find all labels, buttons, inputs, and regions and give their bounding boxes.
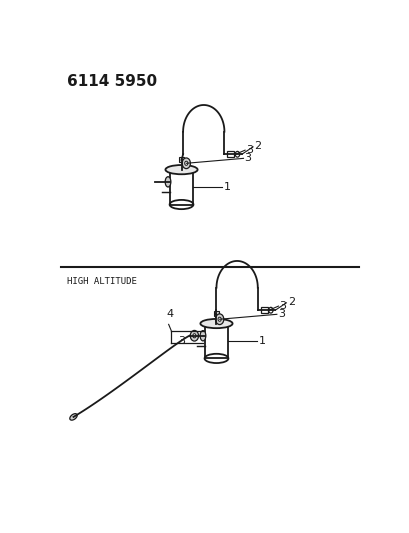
Circle shape [190,330,198,341]
Text: 2: 2 [287,297,294,307]
Text: 3: 3 [244,154,251,163]
Bar [227,151,234,157]
Ellipse shape [200,319,232,328]
Bar [204,324,228,358]
Bar [169,169,193,205]
Bar [178,157,184,162]
Circle shape [215,314,223,325]
Text: 2: 2 [254,141,261,151]
Circle shape [182,158,190,168]
Text: 4: 4 [166,309,173,319]
Ellipse shape [200,330,205,341]
Text: HIGH ALTITUDE: HIGH ALTITUDE [67,277,137,286]
Circle shape [218,317,221,321]
Text: 3: 3 [178,336,184,346]
Ellipse shape [165,177,171,187]
Text: 3: 3 [245,145,252,155]
Circle shape [192,334,196,338]
Text: 1: 1 [223,182,230,192]
Ellipse shape [70,414,77,420]
Bar [213,311,218,316]
Text: 6114 5950: 6114 5950 [67,74,157,89]
Bar [260,308,267,313]
Ellipse shape [165,165,197,174]
Text: 1: 1 [258,336,265,346]
Text: 3: 3 [279,301,286,311]
Circle shape [184,161,187,165]
Text: 3: 3 [277,309,284,319]
